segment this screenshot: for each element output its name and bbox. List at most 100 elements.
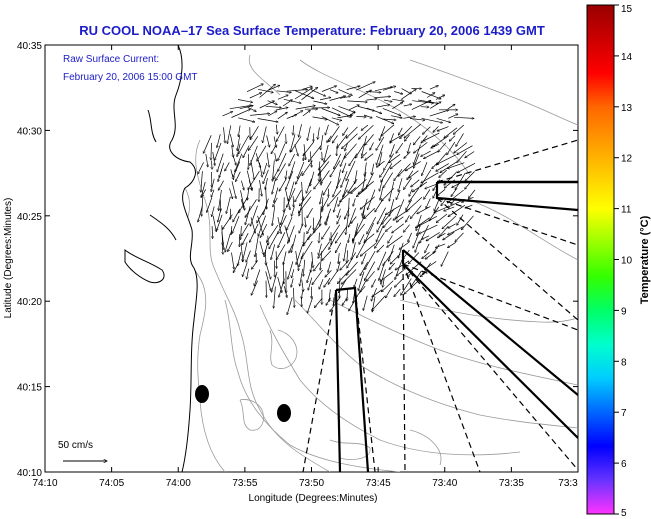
current-vector <box>375 232 385 249</box>
current-vector <box>318 161 330 176</box>
current-vector <box>319 97 331 101</box>
current-vector <box>263 162 268 174</box>
current-vector <box>321 116 339 125</box>
current-vector <box>356 187 368 197</box>
current-vector <box>377 207 386 224</box>
current-vector <box>405 161 421 170</box>
current-vector <box>233 161 241 178</box>
current-vector <box>393 208 411 220</box>
current-vector <box>385 225 392 231</box>
current-vector <box>388 235 393 244</box>
current-vector <box>367 216 377 234</box>
current-vector <box>226 196 231 214</box>
current-vector <box>413 153 420 169</box>
current-vector <box>294 88 313 100</box>
current-vector <box>398 178 403 192</box>
current-vector <box>398 127 403 135</box>
current-vector <box>340 187 357 202</box>
current-vector <box>342 133 358 149</box>
current-vector <box>447 162 465 169</box>
current-vector <box>394 91 403 95</box>
current-vector <box>248 171 260 189</box>
current-vector <box>413 142 428 153</box>
colorbar-tick-label: 15 <box>621 4 633 15</box>
current-vector <box>211 189 215 198</box>
current-vector <box>455 172 466 190</box>
current-vector <box>404 123 421 138</box>
current-vector <box>395 260 410 270</box>
current-vector <box>404 134 410 141</box>
current-vector <box>303 259 306 277</box>
current-vector <box>389 181 395 202</box>
current-vector <box>302 110 311 117</box>
current-vector <box>429 86 438 90</box>
current-vector <box>338 189 348 207</box>
current-vector <box>201 171 203 192</box>
current-vector <box>389 262 395 270</box>
colorbar-tick-label: 9 <box>621 306 627 317</box>
current-vector <box>376 105 390 108</box>
current-vector <box>237 99 253 103</box>
current-vector <box>306 178 312 194</box>
current-vector <box>347 100 367 102</box>
current-vector <box>429 110 449 117</box>
current-vector <box>408 232 412 242</box>
current-vector <box>329 96 346 101</box>
current-vector <box>291 206 295 216</box>
current-vector <box>273 197 278 207</box>
current-vector <box>420 270 428 277</box>
current-vector <box>346 160 356 181</box>
current-vector <box>267 85 280 91</box>
current-vector <box>417 225 421 236</box>
current-vector <box>308 223 322 240</box>
current-vector <box>319 232 320 243</box>
current-vector <box>246 84 263 93</box>
current-vector <box>248 136 259 150</box>
current-vector <box>381 188 395 201</box>
current-vector <box>260 223 268 238</box>
current-vector <box>299 225 303 233</box>
current-vector <box>366 172 374 188</box>
current-vector <box>383 172 393 188</box>
current-vector <box>341 269 357 284</box>
current-vector <box>313 216 322 233</box>
current-vector <box>377 215 386 233</box>
current-vector <box>286 187 296 207</box>
current-vector <box>347 250 348 263</box>
current-vector <box>274 153 277 161</box>
current-vector <box>299 124 302 137</box>
current-vector <box>276 90 292 93</box>
current-vector <box>423 132 440 141</box>
current-vector <box>432 135 449 147</box>
current-vector <box>465 171 475 181</box>
current-vector <box>333 178 341 197</box>
current-vector <box>277 112 288 120</box>
current-vector <box>248 154 249 170</box>
current-vector <box>441 198 447 206</box>
current-vector <box>346 216 349 235</box>
current-vector <box>277 95 288 100</box>
current-vectors <box>198 82 476 315</box>
current-vector <box>448 226 464 235</box>
current-vector <box>433 179 440 191</box>
current-vector <box>375 198 384 212</box>
current-vector <box>303 233 312 246</box>
current-vector <box>302 181 303 201</box>
current-vector <box>348 208 356 227</box>
current-vector <box>447 104 455 110</box>
current-vector <box>401 278 412 296</box>
current-vector <box>389 154 401 163</box>
current-vector <box>250 205 258 226</box>
current-vector <box>347 288 348 301</box>
current-vector <box>387 235 403 248</box>
current-vector <box>370 142 374 151</box>
current-vector <box>257 215 264 236</box>
current-vector <box>447 189 464 203</box>
y-tick-label: 40:25 <box>17 212 42 223</box>
x-tick-label: 73:50 <box>299 478 324 489</box>
current-vector <box>390 133 404 142</box>
current-vector <box>278 215 287 234</box>
current-vector <box>432 162 438 169</box>
current-vector <box>412 100 433 104</box>
current-vector <box>276 124 277 135</box>
